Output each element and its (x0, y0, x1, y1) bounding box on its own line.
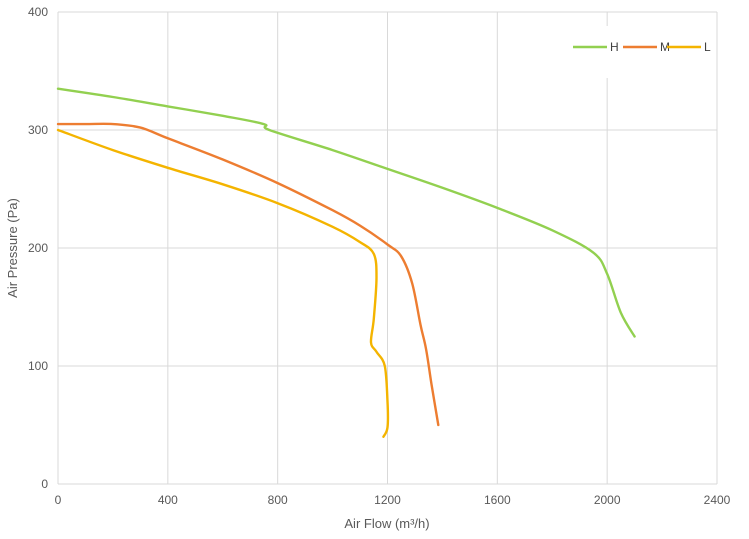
legend-label-h: H (610, 40, 619, 54)
y-tick-label: 200 (28, 241, 48, 255)
series-lines (56, 87, 636, 438)
x-tick-label: 2400 (704, 493, 731, 507)
y-tick-label: 400 (28, 5, 48, 19)
x-tick-label: 400 (158, 493, 178, 507)
x-tick-label: 800 (268, 493, 288, 507)
tick-labels: 0 400 800 1200 1600 2000 2400 0 100 200 300 400 (28, 5, 731, 507)
series-line-l (56, 128, 390, 438)
x-tick-label: 1600 (484, 493, 511, 507)
series-line-m (56, 122, 440, 427)
y-axis-title: Air Pressure (Pa) (5, 198, 20, 298)
y-tick-label: 0 (41, 477, 48, 491)
y-tick-label: 300 (28, 123, 48, 137)
legend-label-l: L (704, 40, 711, 54)
x-tick-label: 0 (55, 493, 62, 507)
x-axis-title: Air Flow (m³/h) (344, 516, 429, 531)
legend-label-m: M (660, 40, 670, 54)
x-tick-label: 2000 (594, 493, 621, 507)
x-tick-label: 1200 (374, 493, 401, 507)
series-line-h (56, 87, 636, 338)
grid-lines (57, 11, 718, 485)
y-tick-label: 100 (28, 359, 48, 373)
